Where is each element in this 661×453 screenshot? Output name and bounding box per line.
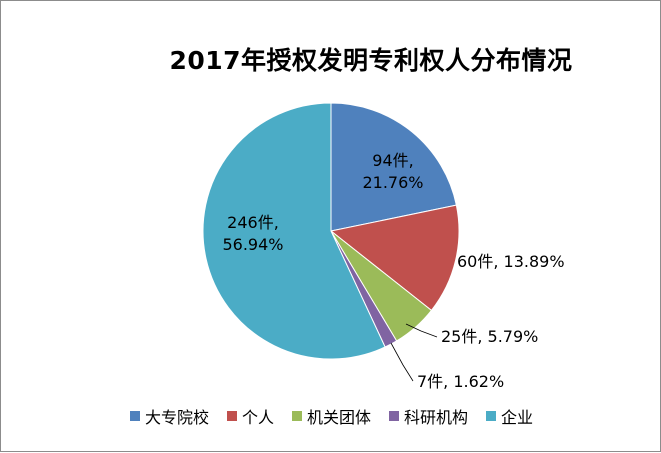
data-label-4: 7件, 1.62% xyxy=(417,372,504,391)
legend-label: 企业 xyxy=(501,408,534,427)
data-label-5: 246件, 56.94% xyxy=(222,213,283,254)
legend-swatch xyxy=(291,411,302,421)
pie-slice-1 xyxy=(330,102,457,232)
legend-label: 个人 xyxy=(241,408,274,427)
leader-line-4 xyxy=(390,342,414,382)
chart-title: 2017年授权发明专利权人分布情况 xyxy=(169,46,573,75)
legend-item-2: 个人 xyxy=(226,404,274,428)
leader-line-3 xyxy=(405,323,438,338)
legend-swatch xyxy=(129,411,140,421)
data-label-1: 94件, 21.76% xyxy=(362,151,423,192)
legend-swatch xyxy=(486,411,497,421)
data-label-3: 25件, 5.79% xyxy=(441,327,538,346)
legend: 大专院校 个人 机关团体 科研机构 企业 xyxy=(1,404,661,428)
legend-item-1: 大专院校 xyxy=(129,404,209,428)
legend-label: 机关团体 xyxy=(306,408,371,427)
legend-item-5: 企业 xyxy=(486,404,533,428)
legend-label: 科研机构 xyxy=(404,408,469,427)
legend-swatch xyxy=(226,411,237,421)
legend-item-3: 机关团体 xyxy=(291,404,371,428)
legend-label: 大专院校 xyxy=(144,408,209,427)
legend-swatch xyxy=(389,411,399,421)
legend-item-4: 科研机构 xyxy=(389,404,468,428)
pie-slice-5 xyxy=(202,102,386,360)
data-label-2: 60件, 13.89% xyxy=(457,252,565,271)
pie-slice-2 xyxy=(329,204,460,312)
